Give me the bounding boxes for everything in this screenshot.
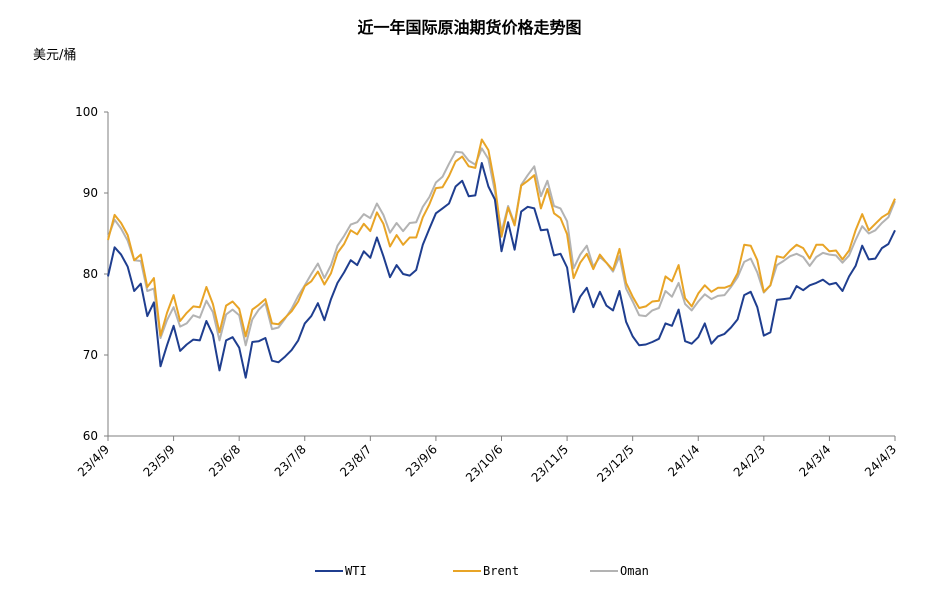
x-tick-label: 23/10/6 bbox=[463, 442, 506, 485]
y-tick-label: 100 bbox=[75, 105, 98, 119]
legend-label-oman: Oman bbox=[620, 564, 649, 578]
x-tick-label: 23/11/5 bbox=[529, 442, 572, 485]
y-axis-ticks: 60 70 80 90 100 bbox=[75, 105, 108, 443]
series-lines bbox=[107, 138, 896, 379]
legend: WTI Brent Oman bbox=[315, 564, 649, 578]
legend-label-wti: WTI bbox=[345, 564, 367, 578]
x-axis-ticks: 23/4/9 23/5/9 23/6/8 23/7/8 23/8/7 23/9/6 23/1… bbox=[75, 436, 899, 485]
x-tick-label: 23/8/7 bbox=[337, 442, 374, 479]
legend-label-brent: Brent bbox=[483, 564, 519, 578]
x-tick-label: 23/12/5 bbox=[594, 442, 637, 485]
y-axis-unit-label: 美元/桶 bbox=[33, 48, 77, 63]
x-tick-label: 23/4/9 bbox=[75, 442, 112, 479]
axes bbox=[107, 112, 895, 437]
y-tick-label: 90 bbox=[83, 186, 98, 200]
x-tick-label: 24/2/3 bbox=[731, 442, 768, 479]
chart-title: 近一年国际原油期货价格走势图 bbox=[357, 18, 582, 37]
series-line-wti bbox=[107, 162, 896, 379]
y-tick-label: 70 bbox=[83, 348, 98, 362]
x-tick-label: 23/5/9 bbox=[140, 442, 177, 479]
x-tick-label: 24/4/3 bbox=[862, 442, 899, 479]
y-tick-label: 60 bbox=[83, 429, 98, 443]
x-tick-label: 23/7/8 bbox=[272, 442, 309, 479]
x-tick-label: 23/6/8 bbox=[206, 442, 243, 479]
y-tick-label: 80 bbox=[83, 267, 98, 281]
x-tick-label: 24/1/4 bbox=[665, 442, 702, 479]
x-tick-label: 23/9/6 bbox=[403, 442, 440, 479]
series-line-brent bbox=[107, 138, 896, 338]
x-tick-label: 24/3/4 bbox=[796, 442, 833, 479]
